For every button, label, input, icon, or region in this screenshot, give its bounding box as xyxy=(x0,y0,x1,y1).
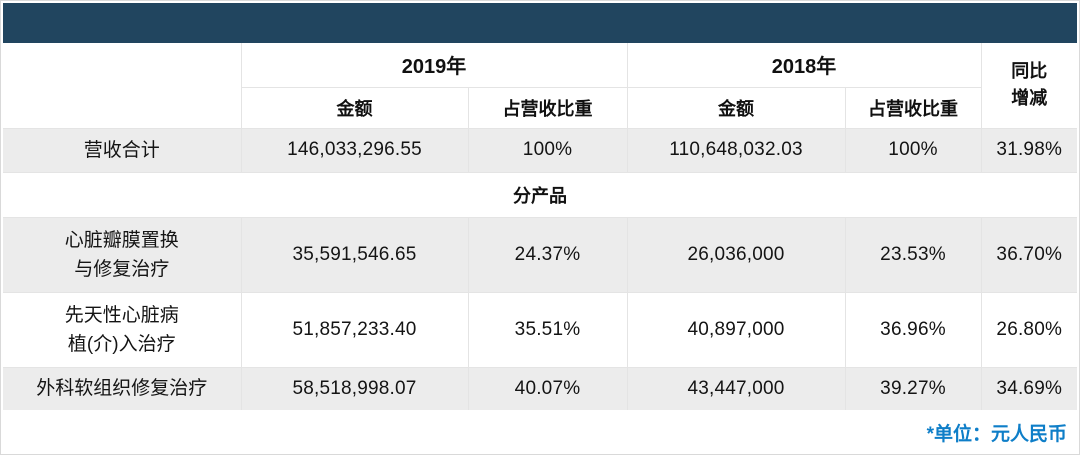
header-share-2018: 占营收比重 xyxy=(844,86,982,129)
header-row-years: 2019年 2018年 同比 增减 xyxy=(2,42,1078,129)
yoy-change: 34.69% xyxy=(980,366,1078,411)
row-label: 心脏瓣膜置换 与修复治疗 xyxy=(2,216,242,293)
share-2019: 35.51% xyxy=(467,291,628,368)
table-row-revenue-total: 营收合计 146,033,296.55 100% 110,648,032.03 … xyxy=(2,127,1078,173)
row-label: 外科软组织修复治疗 xyxy=(2,366,242,411)
table-row-soft-tissue-repair: 外科软组织修复治疗 58,518,998.07 40.07% 43,447,00… xyxy=(2,366,1078,411)
section-row-by-product: 分产品 xyxy=(2,171,1078,218)
amount-2018: 26,036,000 xyxy=(626,216,846,293)
row-label: 营收合计 xyxy=(2,127,242,173)
share-2018: 39.27% xyxy=(844,366,982,411)
share-2018: 100% xyxy=(844,127,982,173)
header-year-2019: 2019年 xyxy=(240,42,628,88)
yoy-change: 26.80% xyxy=(980,291,1078,368)
header-amount-2018: 金额 xyxy=(626,86,846,129)
amount-2019: 35,591,546.65 xyxy=(240,216,469,293)
share-2018: 36.96% xyxy=(844,291,982,368)
share-2019: 24.37% xyxy=(467,216,628,293)
amount-2019: 146,033,296.55 xyxy=(240,127,469,173)
yoy-change: 31.98% xyxy=(980,127,1078,173)
amount-2018: 43,447,000 xyxy=(626,366,846,411)
row-label: 先天性心脏病 植(介)入治疗 xyxy=(2,291,242,368)
amount-2019: 58,518,998.07 xyxy=(240,366,469,411)
header-amount-2019: 金额 xyxy=(240,86,469,129)
share-2019: 40.07% xyxy=(467,366,628,411)
amount-2018: 110,648,032.03 xyxy=(626,127,846,173)
header-row-columns: 金额 占营收比重 金额 占营收比重 xyxy=(3,86,1077,129)
title-bar xyxy=(3,3,1077,43)
header-corner-cell xyxy=(2,42,242,129)
revenue-table: 2019年 2018年 同比 增减 金额 占营收比重 金额 占营收比重 营收合计… xyxy=(2,42,1078,411)
unit-footnote-text: *单位：元人民币 xyxy=(926,423,1067,445)
table-row-congenital-heart: 先天性心脏病 植(介)入治疗 51,857,233.40 35.51% 40,8… xyxy=(2,291,1078,368)
amount-2019: 51,857,233.40 xyxy=(240,291,469,368)
share-2019: 100% xyxy=(467,127,628,173)
header-share-2019: 占营收比重 xyxy=(467,86,628,129)
table-row-heart-valve: 心脏瓣膜置换 与修复治疗 35,591,546.65 24.37% 26,036… xyxy=(2,216,1078,293)
header-yoy-change: 同比 增减 xyxy=(980,42,1078,129)
header-year-2018: 2018年 xyxy=(626,42,982,88)
yoy-change: 36.70% xyxy=(980,216,1078,293)
section-label: 分产品 xyxy=(2,171,1078,218)
share-2018: 23.53% xyxy=(844,216,982,293)
amount-2018: 40,897,000 xyxy=(626,291,846,368)
unit-footnote: *单位：元人民币 xyxy=(3,410,1077,454)
